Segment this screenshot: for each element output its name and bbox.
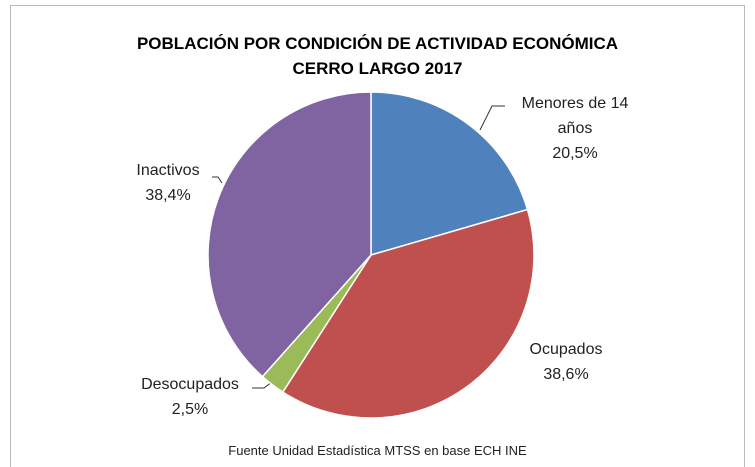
category-label: Ocupados (529, 341, 603, 358)
value-label: 20,5% (552, 145, 598, 162)
leader-line (479, 105, 505, 131)
data-label: Desocupados 2,5% (110, 372, 270, 422)
leader-line (252, 381, 273, 389)
value-label: 38,6% (543, 366, 589, 383)
category-label: Desocupados (141, 376, 239, 393)
chart-border (10, 5, 745, 467)
pie-slice (207, 91, 372, 378)
data-label: Inactivos 38,4% (88, 158, 248, 208)
source-note: Fuente Unidad Estadística MTSS en base E… (228, 443, 527, 458)
chart-title: CERRO LARGO 2017 (292, 59, 463, 78)
pie-slice (281, 208, 535, 419)
value-label: 38,4% (145, 187, 191, 204)
category-label: Inactivos (136, 162, 200, 179)
pie-slice (370, 91, 529, 256)
chart-title: POBLACIÓN POR CONDICIÓN DE ACTIVIDAD ECO… (136, 34, 619, 53)
value-label: 2,5% (171, 401, 209, 418)
category-label: Menores de 14 años (521, 95, 629, 137)
leader-line (212, 176, 223, 184)
data-label: Menores de 14 años 20,5% (515, 91, 635, 166)
data-label: Ocupados 38,6% (486, 337, 646, 387)
